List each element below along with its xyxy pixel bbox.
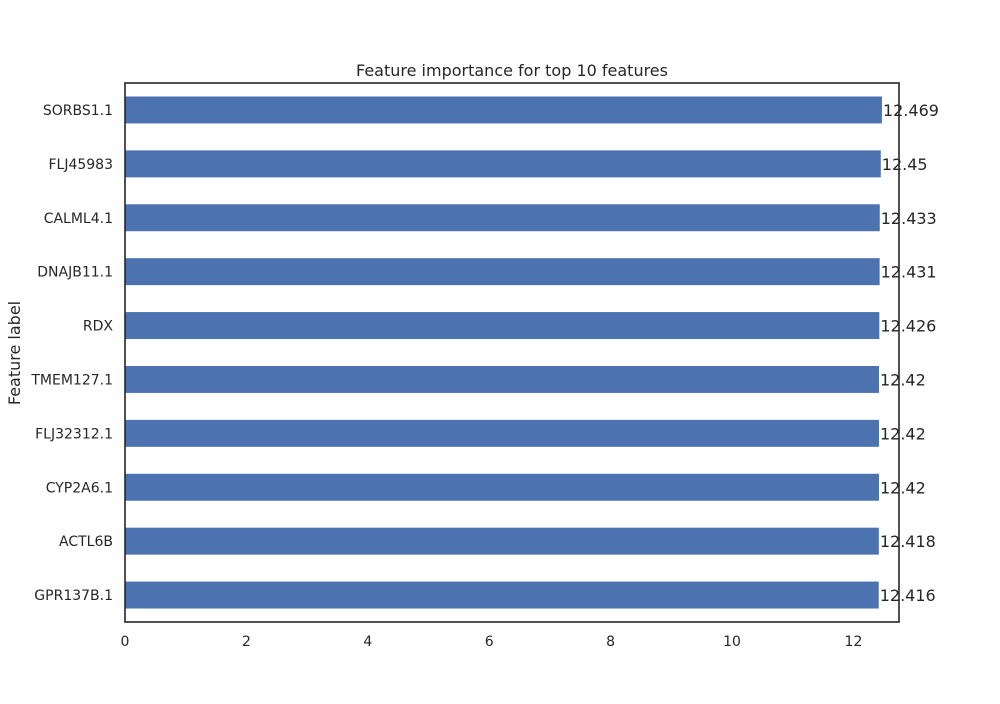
chart-title: Feature importance for top 10 features [356, 61, 668, 80]
data-label: 12.431 [881, 263, 937, 282]
data-label: 12.426 [880, 317, 936, 336]
x-tick-label: 12 [845, 634, 863, 650]
data-label: 12.416 [880, 586, 936, 605]
x-tick-label: 6 [485, 634, 494, 650]
bar [125, 96, 882, 124]
bar [125, 258, 880, 286]
y-tick-label: ACTL6B [59, 534, 113, 550]
y-tick-label: SORBS1.1 [43, 103, 113, 119]
data-label: 12.45 [882, 155, 928, 174]
data-label: 12.418 [880, 532, 936, 551]
y-tick-label: TMEM127.1 [30, 372, 113, 388]
bar [125, 527, 879, 555]
bar [125, 419, 879, 447]
data-label: 12.469 [883, 101, 939, 120]
x-tick-label: 2 [242, 634, 251, 650]
y-tick-label: CALML4.1 [44, 211, 113, 227]
data-label: 12.42 [880, 370, 926, 389]
y-tick-label: GPR137B.1 [34, 588, 113, 604]
bar [125, 150, 881, 178]
x-tick-label: 4 [363, 634, 372, 650]
bar [125, 473, 879, 501]
bar [125, 365, 879, 393]
y-tick-label: FLJ32312.1 [35, 426, 113, 442]
data-label: 12.42 [880, 478, 926, 497]
x-tick-label: 8 [606, 634, 615, 650]
y-tick-label: FLJ45983 [48, 157, 113, 173]
bars-layer [125, 96, 882, 609]
plot-frame [124, 82, 900, 623]
y-tick-label: CYP2A6.1 [46, 480, 113, 496]
bar [125, 204, 880, 232]
bar [125, 312, 880, 340]
ticks-layer: SORBS1.1 12.469 FLJ45983 12.45 CALML4.1 12.43… [30, 101, 939, 650]
x-tick-label: 0 [121, 634, 130, 650]
data-label: 12.42 [880, 424, 926, 443]
x-tick-label: 10 [723, 634, 741, 650]
y-axis-label: Feature label [5, 301, 24, 405]
y-tick-label: RDX [83, 319, 114, 335]
bar [125, 581, 879, 609]
y-tick-label: DNAJB11.1 [37, 265, 113, 281]
data-label: 12.433 [881, 209, 937, 228]
